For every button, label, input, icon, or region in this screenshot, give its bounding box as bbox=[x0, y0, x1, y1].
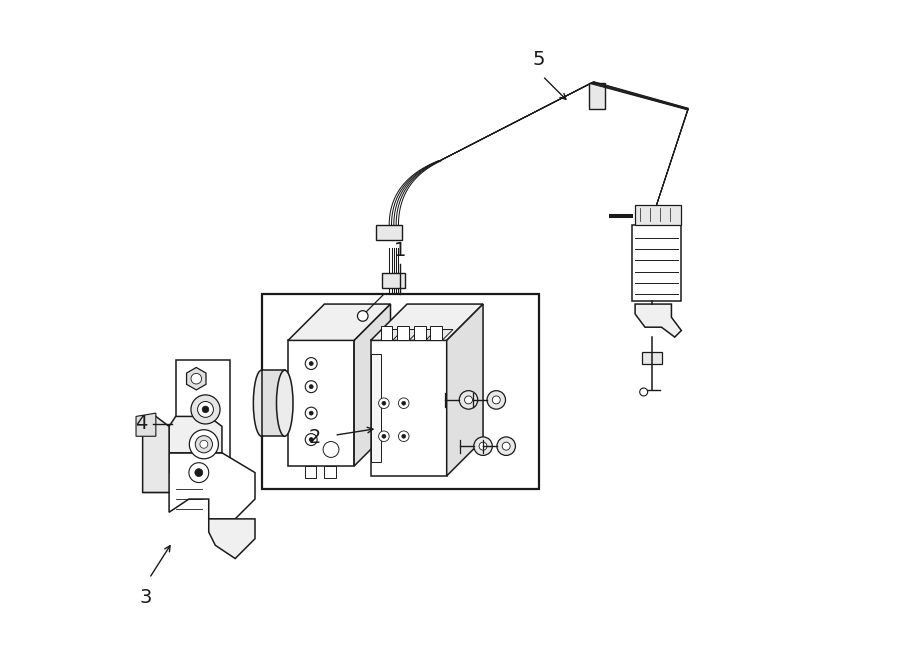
Polygon shape bbox=[381, 330, 403, 340]
Circle shape bbox=[357, 311, 368, 321]
Circle shape bbox=[487, 391, 506, 409]
Circle shape bbox=[195, 436, 212, 453]
Polygon shape bbox=[142, 453, 255, 519]
Polygon shape bbox=[288, 304, 391, 340]
Polygon shape bbox=[635, 304, 681, 337]
Bar bbox=[304, 466, 317, 478]
Polygon shape bbox=[430, 330, 453, 340]
Circle shape bbox=[464, 396, 473, 404]
Bar bbox=[262, 294, 539, 489]
Bar bbox=[642, 352, 662, 364]
Polygon shape bbox=[136, 413, 156, 436]
Circle shape bbox=[189, 430, 219, 459]
Circle shape bbox=[200, 440, 208, 448]
Circle shape bbox=[310, 385, 313, 389]
Polygon shape bbox=[169, 416, 222, 453]
Polygon shape bbox=[381, 326, 392, 340]
Polygon shape bbox=[186, 368, 206, 390]
Polygon shape bbox=[371, 340, 446, 476]
Circle shape bbox=[399, 431, 409, 442]
Text: 3: 3 bbox=[140, 588, 152, 607]
Circle shape bbox=[401, 434, 406, 438]
Circle shape bbox=[323, 442, 339, 457]
Circle shape bbox=[310, 411, 313, 415]
Text: 1: 1 bbox=[394, 241, 407, 260]
Circle shape bbox=[399, 398, 409, 408]
Text: 4: 4 bbox=[136, 414, 148, 433]
Polygon shape bbox=[371, 304, 483, 340]
Bar bbox=[589, 83, 606, 109]
Circle shape bbox=[305, 358, 317, 369]
Bar bbox=[176, 360, 230, 463]
Circle shape bbox=[640, 388, 648, 396]
Bar bbox=[371, 354, 381, 463]
Text: 2: 2 bbox=[309, 428, 321, 447]
Text: 5: 5 bbox=[533, 50, 545, 69]
Polygon shape bbox=[262, 370, 284, 436]
Circle shape bbox=[401, 401, 406, 405]
Ellipse shape bbox=[276, 370, 293, 436]
Circle shape bbox=[502, 442, 510, 450]
Circle shape bbox=[305, 434, 317, 446]
Circle shape bbox=[479, 442, 487, 450]
Polygon shape bbox=[446, 304, 483, 476]
Circle shape bbox=[195, 469, 203, 477]
Polygon shape bbox=[288, 340, 355, 466]
Bar bbox=[635, 205, 681, 225]
Circle shape bbox=[492, 396, 500, 404]
Polygon shape bbox=[430, 326, 442, 340]
Circle shape bbox=[202, 406, 209, 412]
Polygon shape bbox=[142, 416, 169, 492]
Polygon shape bbox=[209, 519, 255, 559]
Circle shape bbox=[382, 401, 386, 405]
Bar bbox=[632, 225, 681, 301]
Circle shape bbox=[382, 434, 386, 438]
Circle shape bbox=[473, 437, 492, 455]
Circle shape bbox=[497, 437, 516, 455]
Circle shape bbox=[191, 395, 220, 424]
Polygon shape bbox=[355, 304, 391, 466]
Circle shape bbox=[310, 362, 313, 366]
Circle shape bbox=[310, 438, 313, 442]
Circle shape bbox=[189, 463, 209, 483]
Circle shape bbox=[191, 373, 202, 384]
Polygon shape bbox=[414, 330, 436, 340]
Bar bbox=[376, 225, 402, 240]
Circle shape bbox=[379, 431, 389, 442]
Circle shape bbox=[459, 391, 478, 409]
Bar bbox=[324, 466, 337, 478]
Circle shape bbox=[198, 401, 213, 417]
Polygon shape bbox=[397, 330, 420, 340]
Circle shape bbox=[379, 398, 389, 408]
Bar bbox=[382, 273, 405, 288]
Polygon shape bbox=[414, 326, 426, 340]
Ellipse shape bbox=[254, 370, 270, 436]
Circle shape bbox=[305, 381, 317, 393]
Circle shape bbox=[305, 407, 317, 419]
Polygon shape bbox=[397, 326, 409, 340]
